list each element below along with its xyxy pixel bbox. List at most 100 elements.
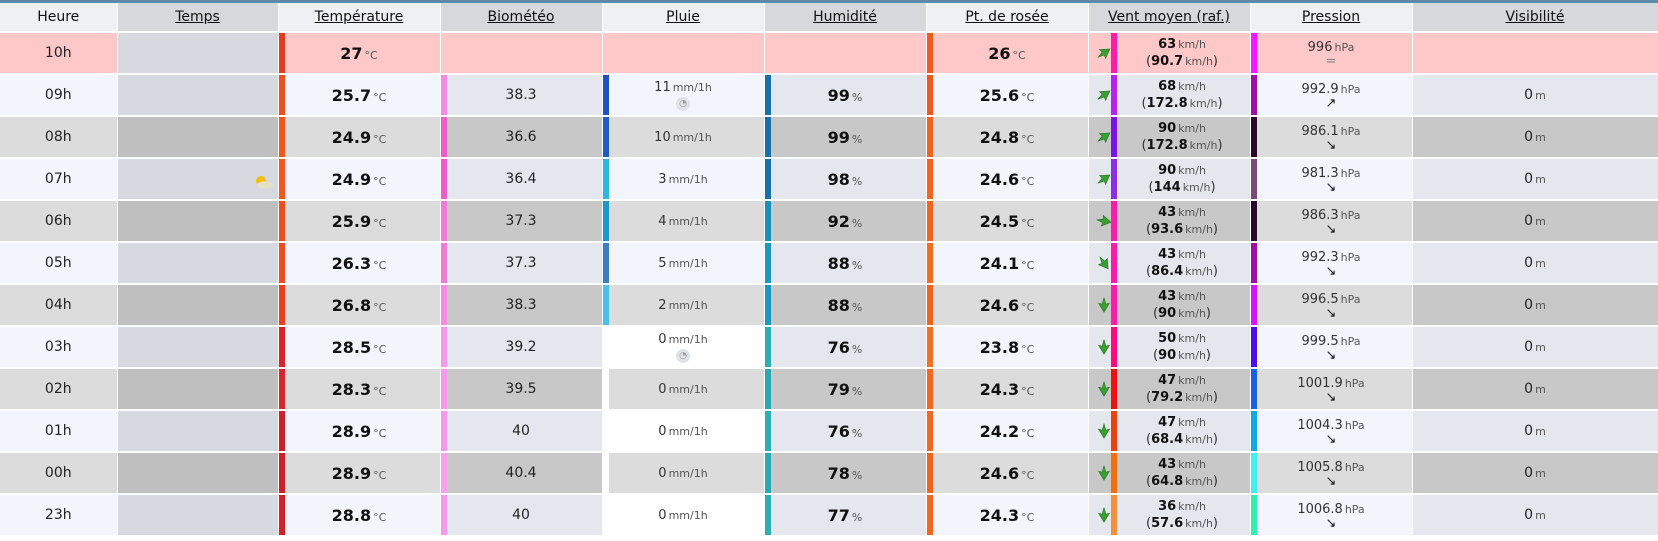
table-row: 05h 26.3 °C 37.3 5 mm/1h 88% 24.1 °C 43 km/h (86.4 k… — [0, 241, 1658, 284]
gust-open-paren: ( — [1146, 390, 1152, 405]
cell-wind: 63 km/h (90.7 km/h) — [1088, 31, 1251, 74]
cell-rain: 5 mm/1h — [602, 241, 765, 284]
rain-value: 5 — [658, 255, 667, 271]
header-humidite[interactable]: Humidité — [764, 3, 927, 32]
visibility-value: 0 — [1524, 381, 1534, 397]
visibility-unit: m — [1535, 341, 1546, 354]
header-biometeo[interactable]: Biométéo — [440, 3, 603, 32]
rain-value: 4 — [658, 213, 667, 229]
cell-temperature: 25.7 °C — [278, 73, 441, 116]
humidity-unit: % — [851, 258, 863, 272]
pressure-unit: hPa — [1340, 208, 1361, 222]
wind-gust-line: (172.8 km/h) — [1115, 95, 1250, 112]
humidity-color-bar — [764, 369, 771, 409]
wind-mean-line: 63 km/h — [1115, 36, 1250, 53]
temperature-color-bar — [278, 411, 285, 451]
cell-humidity: 88% — [764, 241, 927, 284]
cell-temperature: 27 °C — [278, 31, 441, 74]
wind-gust-line: (90 km/h) — [1115, 347, 1250, 364]
header-temps[interactable]: Temps — [117, 3, 279, 32]
cell-dew-point: 23.8 °C — [926, 325, 1089, 368]
temperature-color-bar — [278, 285, 285, 325]
header-visibilite[interactable]: Visibilité — [1412, 3, 1658, 32]
cell-rain: 0 mm/1h — [602, 367, 765, 410]
cell-rain: 3 mm/1h — [602, 157, 765, 200]
pressure-trend-icon: ↘ — [1325, 347, 1337, 363]
cell-weather — [117, 493, 279, 535]
wind-mean-line: 68 km/h — [1115, 78, 1250, 95]
pressure-color-bar — [1250, 159, 1257, 199]
rain-color-bar — [602, 201, 609, 241]
temperature-value: 27 — [340, 43, 363, 63]
rain-value-wrap: 0 mm/1h — [603, 381, 764, 398]
cell-hour: 09h — [0, 73, 118, 116]
wind-unit: km/h — [1178, 206, 1206, 219]
header-temperature[interactable]: Température — [278, 3, 441, 32]
pressure-value-wrap: 1006.8 hPa — [1251, 501, 1412, 518]
cell-wind: 90 km/h (172.8 km/h) — [1088, 115, 1251, 158]
wind-mean-value: 43 — [1158, 289, 1177, 304]
biometeo-value: 38.3 — [505, 87, 537, 103]
pressure-color-bar — [1250, 411, 1257, 451]
cell-pressure: 996.5 hPa ↘ — [1250, 283, 1413, 326]
cell-hour: 06h — [0, 199, 118, 242]
cell-rain: 0 mm/1h — [602, 451, 765, 494]
cell-temperature: 28.5 °C — [278, 325, 441, 368]
temperature-color-bar — [278, 117, 285, 157]
pressure-value-wrap: 992.3 hPa — [1251, 249, 1412, 266]
header-point-de-rosee[interactable]: Pt. de rosée — [926, 3, 1089, 32]
dew-point-color-bar — [926, 243, 933, 283]
temperature-unit: °C — [373, 90, 387, 104]
biometeo-value: 36.4 — [505, 171, 537, 187]
wind-mean-value: 63 — [1158, 37, 1177, 52]
wind-unit: km/h — [1178, 416, 1206, 429]
gust-unit: km/h — [1185, 391, 1213, 404]
cell-hour: 03h — [0, 325, 118, 368]
rain-color-bar — [603, 411, 609, 451]
wind-mean-line: 43 km/h — [1115, 456, 1250, 473]
visibility-value: 0 — [1524, 465, 1534, 481]
cell-biometeo: 38.3 — [440, 283, 603, 326]
pressure-value-wrap: 996.5 hPa — [1251, 291, 1412, 308]
wind-direction-icon — [1095, 44, 1113, 62]
temperature-color-bar — [278, 243, 285, 283]
biometeo-color-bar — [440, 117, 447, 157]
dew-point-unit: °C — [1021, 300, 1035, 314]
header-pluie[interactable]: Pluie — [602, 3, 765, 32]
temperature-value: 28.8 — [331, 505, 372, 525]
header-pluie-label: Pluie — [666, 9, 700, 25]
cell-weather — [117, 241, 279, 284]
wind-unit: km/h — [1178, 290, 1206, 303]
temperature-unit: °C — [364, 48, 378, 62]
header-pression[interactable]: Pression — [1250, 3, 1413, 32]
gust-unit: km/h — [1185, 55, 1213, 68]
cell-biometeo: 37.3 — [440, 241, 603, 284]
temperature-value: 28.3 — [331, 379, 372, 399]
cell-pressure: 999.5 hPa ↘ — [1250, 325, 1413, 368]
wind-value-wrap: 43 km/h (90 km/h) — [1115, 288, 1250, 322]
header-vent-moyen[interactable]: Vent moyen (raf.) — [1088, 3, 1251, 32]
weather-table: Heure Temps Température Biométéo Pluie Humidi… — [0, 3, 1658, 535]
pressure-color-bar — [1250, 201, 1257, 241]
visibility-value: 0 — [1524, 297, 1534, 313]
wind-color-bar — [1110, 243, 1117, 283]
dew-point-value: 24.1 — [979, 253, 1020, 273]
wind-unit: km/h — [1178, 164, 1206, 177]
temperature-unit: °C — [373, 510, 387, 524]
temperature-value: 25.7 — [331, 85, 372, 105]
dew-point-value: 26 — [988, 43, 1011, 63]
rain-unit: mm/1h — [672, 130, 712, 144]
rain-color-bar — [602, 453, 609, 493]
table-row: 10h 27 °C 26 °C 63 km/h (90.7 km/h) 996 hPa = — [0, 31, 1658, 74]
cell-wind: 43 km/h (64.8 km/h) — [1088, 451, 1251, 494]
top-border — [0, 0, 1658, 3]
pressure-color-bar — [1250, 495, 1257, 535]
rain-unit: mm/1h — [668, 298, 708, 312]
pressure-unit: hPa — [1340, 124, 1361, 138]
gust-close-paren: ) — [1212, 390, 1218, 405]
wind-mean-line: 36 km/h — [1115, 498, 1250, 515]
hour-label: 06h — [44, 213, 72, 229]
